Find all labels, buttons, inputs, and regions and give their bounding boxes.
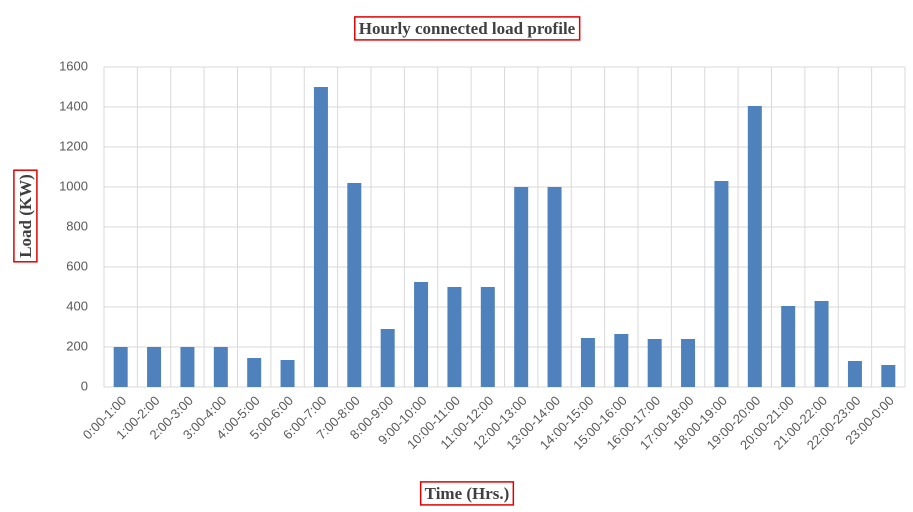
bar <box>747 106 762 387</box>
y-tick-label: 1200 <box>59 138 88 153</box>
bar <box>247 358 262 387</box>
bar <box>514 187 529 387</box>
bar <box>847 361 862 387</box>
x-axis-label: Time (Hrs.) <box>425 484 510 503</box>
bar <box>113 347 128 387</box>
bar <box>447 287 462 387</box>
y-axis-label: Load (KW) <box>16 174 35 258</box>
bar <box>480 287 495 387</box>
bar <box>647 339 662 387</box>
y-tick-label: 200 <box>66 338 88 353</box>
bar <box>414 282 429 387</box>
y-tick-label: 1000 <box>59 178 88 193</box>
label-box <box>354 16 581 41</box>
label-box <box>419 481 515 506</box>
label-box <box>13 169 38 263</box>
bar <box>280 360 295 387</box>
bar <box>881 365 896 387</box>
bar <box>213 347 228 387</box>
bar <box>347 183 362 387</box>
bar <box>580 338 595 387</box>
bar <box>380 329 395 387</box>
bar <box>313 87 328 387</box>
y-tick-label: 0 <box>81 378 88 393</box>
bar <box>681 339 696 387</box>
bar <box>614 334 629 387</box>
bar <box>814 301 829 387</box>
bar <box>180 347 195 387</box>
y-tick-label: 600 <box>66 258 88 273</box>
y-tick-label: 1400 <box>59 98 88 113</box>
bar <box>547 187 562 387</box>
bar <box>147 347 162 387</box>
chart-title: Hourly connected load profile <box>359 19 576 38</box>
y-tick-label: 800 <box>66 218 88 233</box>
y-tick-label: 1600 <box>59 58 88 73</box>
bar <box>714 181 729 387</box>
y-tick-label: 400 <box>66 298 88 313</box>
bar <box>781 306 796 387</box>
